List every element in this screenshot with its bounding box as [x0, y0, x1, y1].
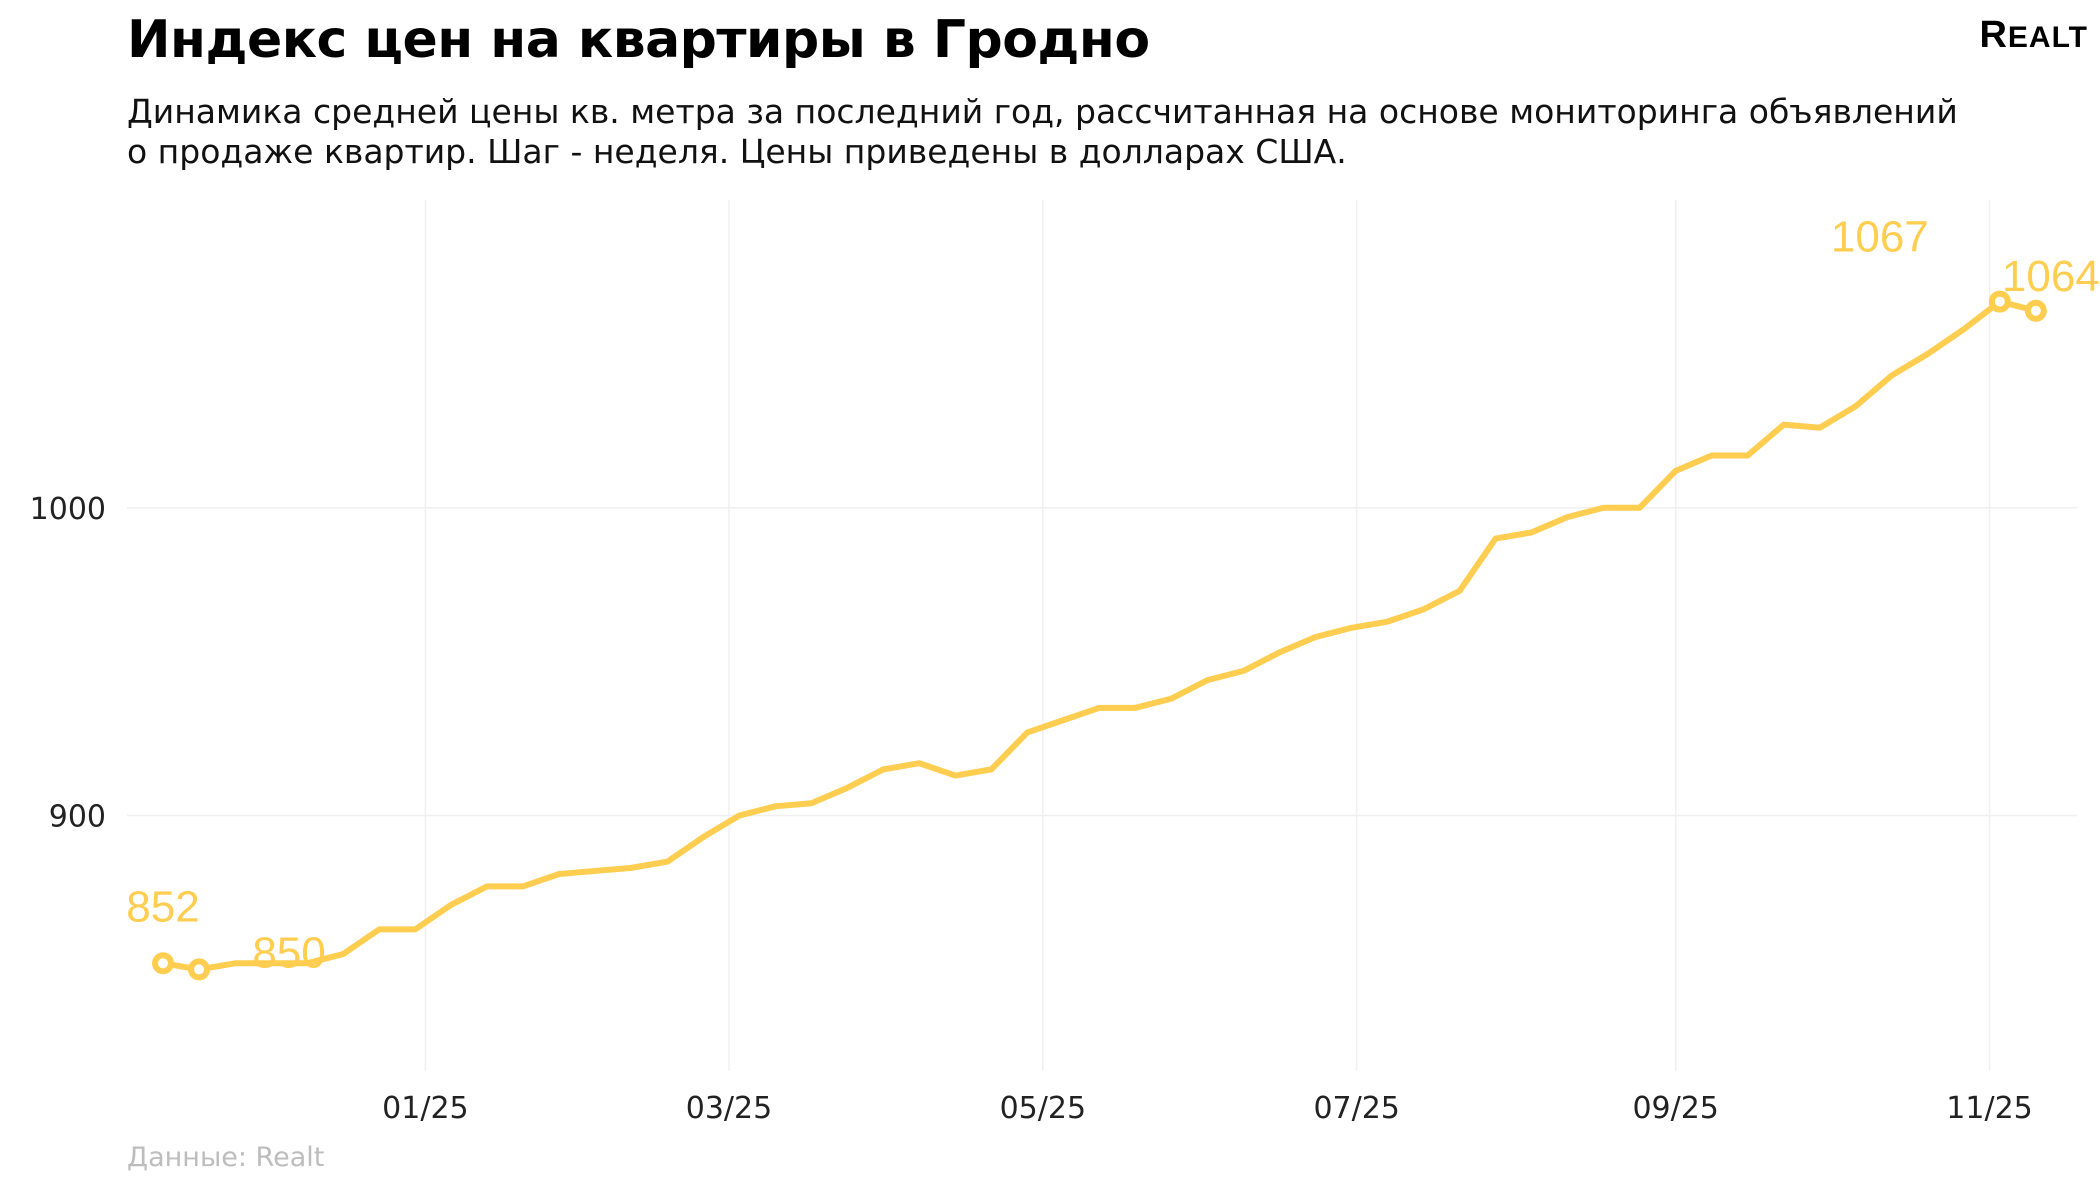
data-label: 1064 — [2002, 252, 2100, 301]
x-tick-label: 03/25 — [686, 1091, 772, 1126]
price-line — [160, 298, 2039, 973]
point-marker — [188, 958, 211, 981]
data-labels: 852 850 1067 1064 — [126, 213, 2099, 978]
y-axis-ticks: 900 1000 — [30, 492, 106, 835]
data-label: 850 — [252, 928, 325, 977]
x-tick-label: 11/25 — [1946, 1091, 2032, 1126]
series-line — [152, 290, 2047, 981]
point-marker — [2024, 299, 2047, 322]
y-tick-label: 900 — [49, 800, 106, 835]
chart-title: Индекс цен на квартиры в Гродно — [127, 10, 1150, 70]
realt-logo: REALT — [1979, 14, 2088, 56]
chart-subtitle: Динамика средней цены кв. метра за после… — [127, 92, 1958, 171]
data-source-note: Данные: Realt — [127, 1142, 325, 1173]
y-tick-label: 1000 — [30, 492, 106, 527]
data-label: 1067 — [1831, 213, 1929, 262]
x-axis-ticks: 01/25 03/25 05/25 07/25 09/25 11/25 — [382, 1091, 2033, 1126]
x-tick-label: 01/25 — [382, 1091, 468, 1126]
data-label: 852 — [126, 882, 199, 931]
point-marker — [1988, 290, 2011, 313]
point-marker — [152, 952, 175, 975]
x-tick-label: 07/25 — [1313, 1091, 1399, 1126]
gridlines — [127, 200, 2077, 1071]
x-tick-label: 05/25 — [1000, 1091, 1086, 1126]
x-tick-label: 09/25 — [1632, 1091, 1718, 1126]
